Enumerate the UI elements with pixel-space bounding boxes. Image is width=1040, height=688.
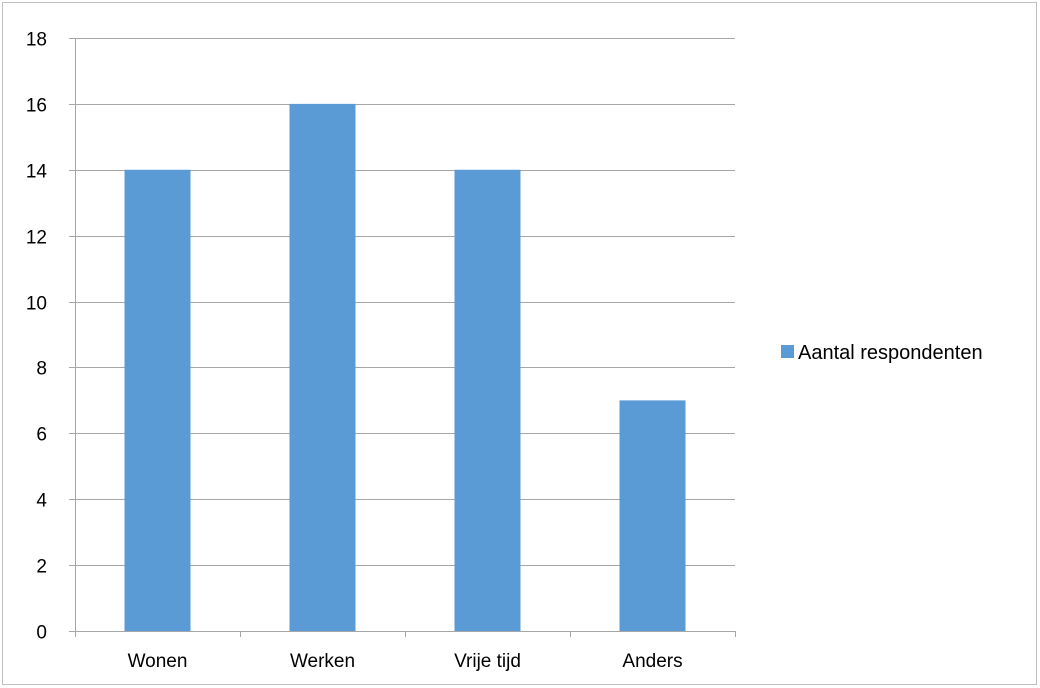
bar xyxy=(619,400,686,631)
bars xyxy=(124,103,686,631)
y-tick-label: 4 xyxy=(36,491,47,512)
x-tick-label: Vrije tijd xyxy=(454,651,521,672)
y-tick-label: 10 xyxy=(26,294,47,315)
legend-swatch xyxy=(781,345,794,358)
x-tick-label: Anders xyxy=(622,651,682,672)
y-axis-tick-labels: 0 2 4 6 8 10 12 14 16 18 xyxy=(26,30,48,644)
bar xyxy=(124,169,191,631)
axes xyxy=(69,38,736,637)
bar xyxy=(454,169,521,631)
x-tick-label: Werken xyxy=(290,651,355,672)
bar xyxy=(289,103,356,631)
x-tick-label: Wonen xyxy=(128,651,188,672)
y-tick-label: 8 xyxy=(36,359,47,380)
x-axis-tick-labels: Wonen Werken Vrije tijd Anders xyxy=(128,651,683,672)
y-tick-label: 16 xyxy=(26,96,47,117)
legend-label: Aantal respondenten xyxy=(798,342,983,364)
y-tick-label: 2 xyxy=(36,557,47,578)
y-tick-label: 12 xyxy=(26,228,47,249)
y-tick-label: 14 xyxy=(26,162,48,183)
y-tick-label: 18 xyxy=(26,30,47,51)
y-tick-label: 6 xyxy=(36,425,47,446)
legend: Aantal respondenten xyxy=(781,342,983,364)
y-tick-label: 0 xyxy=(36,623,47,644)
